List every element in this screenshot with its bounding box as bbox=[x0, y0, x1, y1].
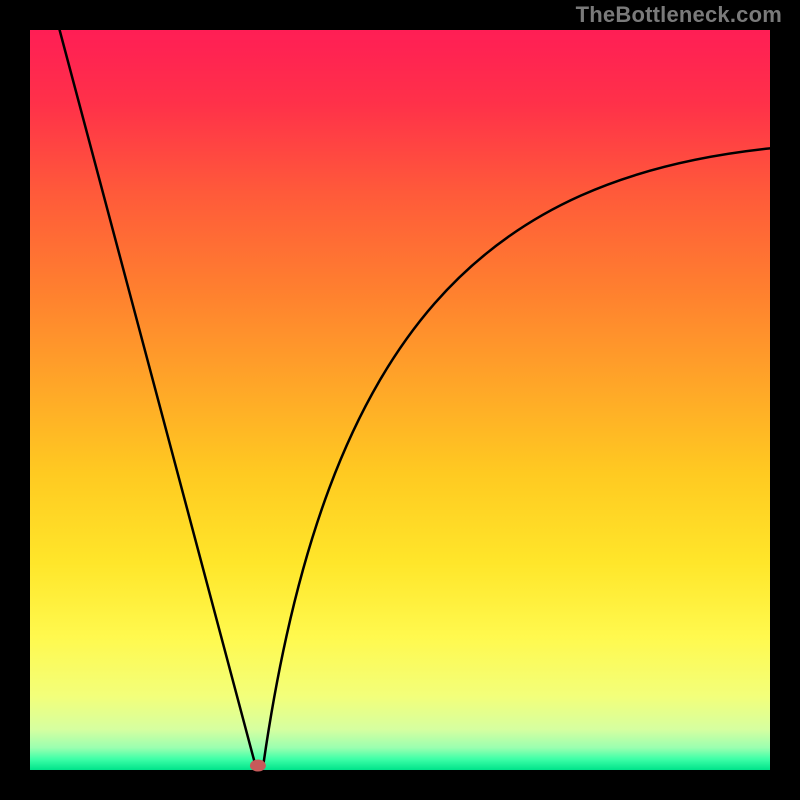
plot-area bbox=[30, 30, 770, 770]
chart-container: TheBottleneck.com bbox=[0, 0, 800, 800]
watermark-text: TheBottleneck.com bbox=[576, 2, 782, 28]
minimum-marker bbox=[250, 760, 266, 772]
bottleneck-chart bbox=[0, 0, 800, 800]
